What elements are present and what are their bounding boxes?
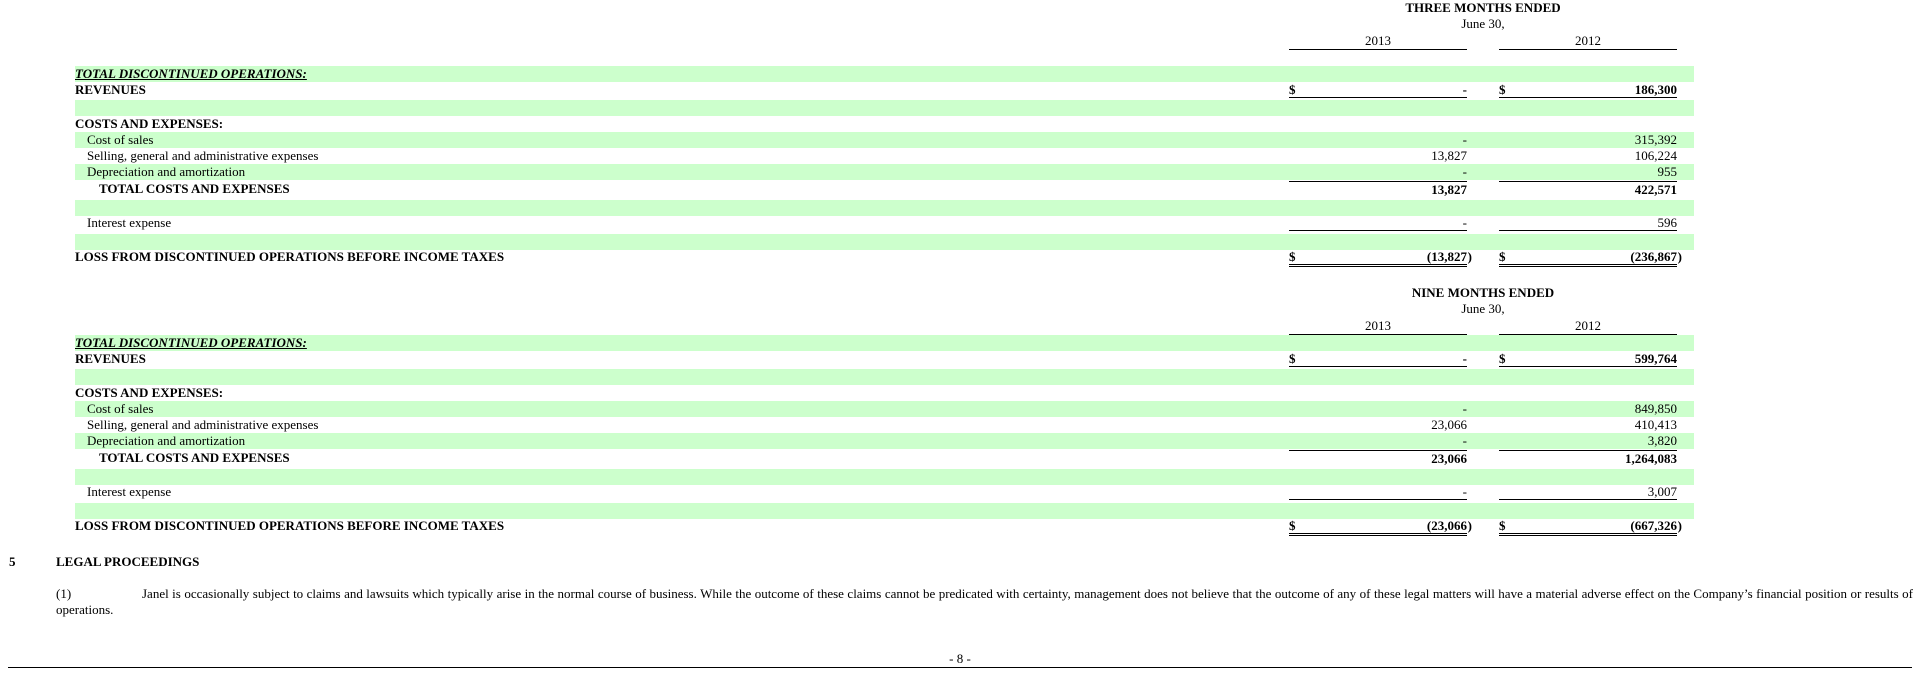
depreciation-label: Depreciation and amortization bbox=[87, 164, 246, 179]
loss-2013: $ (23,066 ) bbox=[1289, 518, 1472, 536]
table-row bbox=[75, 100, 1694, 116]
depreciation-2012: 955 bbox=[1657, 164, 1678, 179]
cost-of-sales-2013: - bbox=[1462, 132, 1467, 147]
interest-expense-label: Interest expense bbox=[87, 215, 172, 230]
loss-label: LOSS FROM DISCONTINUED OPERATIONS BEFORE… bbox=[75, 249, 505, 264]
loss-2012: $ (667,326 ) bbox=[1499, 518, 1682, 536]
cost-of-sales-label: Cost of sales bbox=[87, 401, 154, 416]
nine-months-subtitle: June 30, bbox=[1461, 301, 1505, 316]
table-row: TOTAL COSTS AND EXPENSES 13,827 422,571 bbox=[75, 181, 1694, 197]
table-row: COSTS AND EXPENSES: bbox=[75, 385, 1694, 401]
revenues-2012: $ 186,300 bbox=[1499, 82, 1677, 98]
table-row: TOTAL DISCONTINUED OPERATIONS: bbox=[75, 335, 1694, 351]
interest-expense-2013: - bbox=[1289, 484, 1467, 500]
section-label: TOTAL DISCONTINUED OPERATIONS: bbox=[75, 335, 307, 350]
costs-label: COSTS AND EXPENSES: bbox=[75, 385, 224, 400]
sga-label: Selling, general and administrative expe… bbox=[87, 417, 319, 432]
table-row: Cost of sales - 849,850 bbox=[75, 401, 1694, 417]
costs-label: COSTS AND EXPENSES: bbox=[75, 116, 224, 131]
cost-of-sales-label: Cost of sales bbox=[87, 132, 154, 147]
three-months-title: THREE MONTHS ENDED bbox=[1405, 0, 1561, 15]
revenues-2013: $ - bbox=[1289, 351, 1467, 367]
three-months-subtitle: June 30, bbox=[1461, 16, 1505, 31]
interest-expense-2012: 596 bbox=[1499, 215, 1677, 231]
nine-months-title: NINE MONTHS ENDED bbox=[1411, 285, 1555, 300]
legal-paragraph: (1) Janel is occasionally subject to clai… bbox=[56, 586, 1913, 618]
total-costs-2012: 422,571 bbox=[1499, 181, 1677, 197]
sga-2012: 106,224 bbox=[1634, 148, 1677, 163]
depreciation-2013: - bbox=[1462, 433, 1467, 448]
table-row bbox=[75, 369, 1694, 385]
table-row: LOSS FROM DISCONTINUED OPERATIONS BEFORE… bbox=[75, 518, 1694, 536]
table-row: Cost of sales - 315,392 bbox=[75, 132, 1694, 148]
table-row: Depreciation and amortization - 3,820 bbox=[75, 433, 1694, 449]
revenues-2012: $ 599,764 bbox=[1499, 351, 1677, 367]
table-row: REVENUES $ - $ 186,300 bbox=[75, 82, 1694, 98]
nine-months-col-2013: 2013 bbox=[1289, 318, 1467, 335]
total-costs-label: TOTAL COSTS AND EXPENSES bbox=[99, 181, 290, 196]
table-row bbox=[75, 234, 1694, 250]
table-row bbox=[75, 200, 1694, 216]
sga-2013: 23,066 bbox=[1431, 417, 1467, 432]
loss-2013: $ (13,827 ) bbox=[1289, 249, 1472, 267]
total-costs-2013: 23,066 bbox=[1289, 450, 1467, 466]
sga-2012: 410,413 bbox=[1634, 417, 1677, 432]
depreciation-label: Depreciation and amortization bbox=[87, 433, 246, 448]
cost-of-sales-2013: - bbox=[1462, 401, 1467, 416]
revenues-label: REVENUES bbox=[75, 82, 146, 97]
cost-of-sales-2012: 849,850 bbox=[1634, 401, 1677, 416]
cost-of-sales-2012: 315,392 bbox=[1634, 132, 1677, 147]
loss-2012: $ (236,867 ) bbox=[1499, 249, 1682, 267]
table-row: Selling, general and administrative expe… bbox=[75, 148, 1694, 164]
table-row: TOTAL DISCONTINUED OPERATIONS: bbox=[75, 66, 1694, 82]
table-row: LOSS FROM DISCONTINUED OPERATIONS BEFORE… bbox=[75, 249, 1694, 267]
interest-expense-2013: - bbox=[1289, 215, 1467, 231]
table-row bbox=[75, 469, 1694, 485]
nine-months-col-2012: 2012 bbox=[1499, 318, 1677, 335]
total-costs-label: TOTAL COSTS AND EXPENSES bbox=[99, 450, 290, 465]
section-label: TOTAL DISCONTINUED OPERATIONS: bbox=[75, 66, 307, 81]
table-row: Selling, general and administrative expe… bbox=[75, 417, 1694, 433]
revenues-2013: $ - bbox=[1289, 82, 1467, 98]
table-row: Interest expense - 3,007 bbox=[75, 484, 1694, 500]
three-months-col-2012: 2012 bbox=[1499, 33, 1677, 50]
legal-item-text: Janel is occasionally subject to claims … bbox=[56, 586, 1913, 617]
three-months-col-2013: 2013 bbox=[1289, 33, 1467, 50]
table-row: COSTS AND EXPENSES: bbox=[75, 116, 1694, 132]
sga-2013: 13,827 bbox=[1431, 148, 1467, 163]
legal-item-number: (1) bbox=[56, 586, 72, 601]
total-costs-2012: 1,264,083 bbox=[1499, 450, 1677, 466]
depreciation-2012: 3,820 bbox=[1647, 433, 1677, 448]
table-row: REVENUES $ - $ 599,764 bbox=[75, 351, 1694, 367]
total-costs-2013: 13,827 bbox=[1289, 181, 1467, 197]
section-title: LEGAL PROCEEDINGS bbox=[56, 554, 200, 569]
section-number: 5 bbox=[9, 554, 16, 569]
interest-expense-2012: 3,007 bbox=[1499, 484, 1677, 500]
page-number: - 8 - bbox=[949, 651, 971, 666]
interest-expense-label: Interest expense bbox=[87, 484, 172, 499]
page-rule bbox=[8, 667, 1912, 668]
revenues-label: REVENUES bbox=[75, 351, 146, 366]
table-row: Interest expense - 596 bbox=[75, 215, 1694, 231]
sga-label: Selling, general and administrative expe… bbox=[87, 148, 319, 163]
loss-label: LOSS FROM DISCONTINUED OPERATIONS BEFORE… bbox=[75, 518, 505, 533]
table-row: Depreciation and amortization - 955 bbox=[75, 164, 1694, 180]
table-row bbox=[75, 503, 1694, 519]
depreciation-2013: - bbox=[1462, 164, 1467, 179]
table-row: TOTAL COSTS AND EXPENSES 23,066 1,264,08… bbox=[75, 450, 1694, 466]
